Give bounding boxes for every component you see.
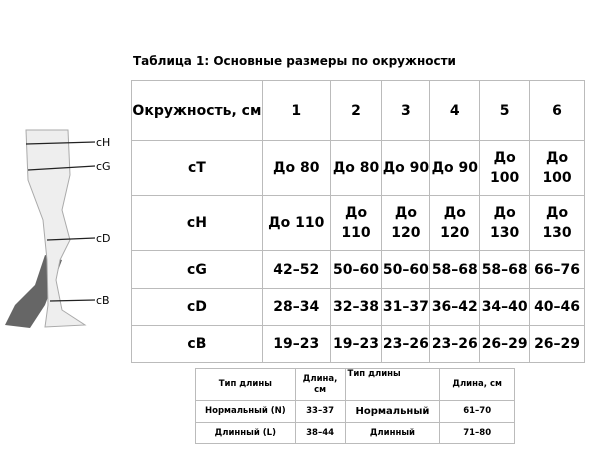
cell: Длинный (L) bbox=[195, 422, 296, 444]
header-cell: Длина, см bbox=[294, 368, 346, 401]
header-cell: Окружность, см bbox=[131, 80, 263, 141]
row-label: cH bbox=[131, 195, 263, 251]
cell: 66–76 bbox=[529, 250, 585, 289]
cell: До 130 bbox=[529, 195, 585, 251]
header-cell: 3 bbox=[381, 80, 431, 141]
cell: 28–34 bbox=[261, 288, 331, 326]
cell: 36–42 bbox=[429, 288, 481, 326]
cell: 33–37 bbox=[294, 400, 346, 423]
cell: 50–60 bbox=[381, 250, 431, 289]
header-cell: 4 bbox=[429, 80, 481, 141]
row-label: cG bbox=[131, 250, 263, 289]
cell: 26–29 bbox=[529, 325, 585, 363]
table-row: cB 19–23 19–23 23–26 23–26 26–29 26–29 bbox=[131, 325, 585, 363]
cell: До 130 bbox=[479, 195, 531, 251]
table-row: cD 28–34 32–38 31–37 36–42 34–40 40–46 bbox=[131, 288, 585, 326]
table-title: Таблица 1: Основные размеры по окружност… bbox=[133, 54, 456, 68]
header-cell: 2 bbox=[329, 80, 383, 141]
cell: Длинный bbox=[344, 422, 441, 444]
header-cell: 1 bbox=[261, 80, 331, 141]
table-row: Нормальный (N) 33–37 Нормальный 61–70 bbox=[195, 400, 515, 423]
circumference-table: Окружность, см 1 2 3 4 5 6 cT До 80 До 80 Д… bbox=[131, 80, 585, 363]
label-cH: cH bbox=[96, 136, 110, 149]
cell: 71–80 bbox=[439, 422, 515, 444]
cell: 19–23 bbox=[261, 325, 331, 363]
header-cell: Длина, см bbox=[439, 368, 515, 401]
cell: 32–38 bbox=[329, 288, 383, 326]
cell: 23–26 bbox=[381, 325, 431, 363]
table-row: cH До 110 До 110 До 120 До 120 До 130 До 130 bbox=[131, 195, 585, 251]
cell: До 120 bbox=[381, 195, 431, 251]
cell: До 110 bbox=[329, 195, 383, 251]
cell: 61–70 bbox=[439, 400, 515, 423]
cell: До 120 bbox=[429, 195, 481, 251]
cell: До 80 bbox=[329, 140, 383, 196]
cell: До 80 bbox=[261, 140, 331, 196]
row-label: cD bbox=[131, 288, 263, 326]
cell: 50–60 bbox=[329, 250, 383, 289]
label-cD: cD bbox=[96, 232, 111, 245]
cell: До 110 bbox=[261, 195, 331, 251]
cell: 58–68 bbox=[429, 250, 481, 289]
header-cell: Тип длины bbox=[344, 368, 441, 401]
table-row: Длинный (L) 38–44 Длинный 71–80 bbox=[195, 422, 515, 444]
cell: Нормальный bbox=[344, 400, 441, 423]
cell: До 90 bbox=[429, 140, 481, 196]
cell: 31–37 bbox=[381, 288, 431, 326]
cell: 34–40 bbox=[479, 288, 531, 326]
label-cG: cG bbox=[96, 160, 111, 173]
front-leg bbox=[25, 129, 87, 328]
cell: 40–46 bbox=[529, 288, 585, 326]
cell: До 90 bbox=[381, 140, 431, 196]
cell: 26–29 bbox=[479, 325, 531, 363]
header-cell: Тип длины bbox=[195, 368, 296, 401]
header-cell: 5 bbox=[479, 80, 531, 141]
cell: 42–52 bbox=[261, 250, 331, 289]
cell: 19–23 bbox=[329, 325, 383, 363]
cell: До 100 bbox=[479, 140, 531, 196]
cell: Нормальный (N) bbox=[195, 400, 296, 423]
leg-measurement-illustration: cH cG cD cB bbox=[5, 129, 111, 328]
table-row: cT До 80 До 80 До 90 До 90 До 100 До 100 bbox=[131, 140, 585, 196]
header-row: Тип длины Длина, см Тип длины Длина, см bbox=[195, 368, 515, 401]
cell: 38–44 bbox=[294, 422, 346, 444]
table-row: cG 42–52 50–60 50–60 58–68 58–68 66–76 bbox=[131, 250, 585, 289]
header-row: Окружность, см 1 2 3 4 5 6 bbox=[131, 80, 585, 141]
length-table: Тип длины Длина, см Тип длины Длина, см Нор… bbox=[195, 368, 515, 444]
label-cB: cB bbox=[96, 294, 110, 307]
row-label: cB bbox=[131, 325, 263, 363]
cell: 58–68 bbox=[479, 250, 531, 289]
header-cell: 6 bbox=[529, 80, 585, 141]
row-label: cT bbox=[131, 140, 263, 196]
cell: До 100 bbox=[529, 140, 585, 196]
cell: 23–26 bbox=[429, 325, 481, 363]
